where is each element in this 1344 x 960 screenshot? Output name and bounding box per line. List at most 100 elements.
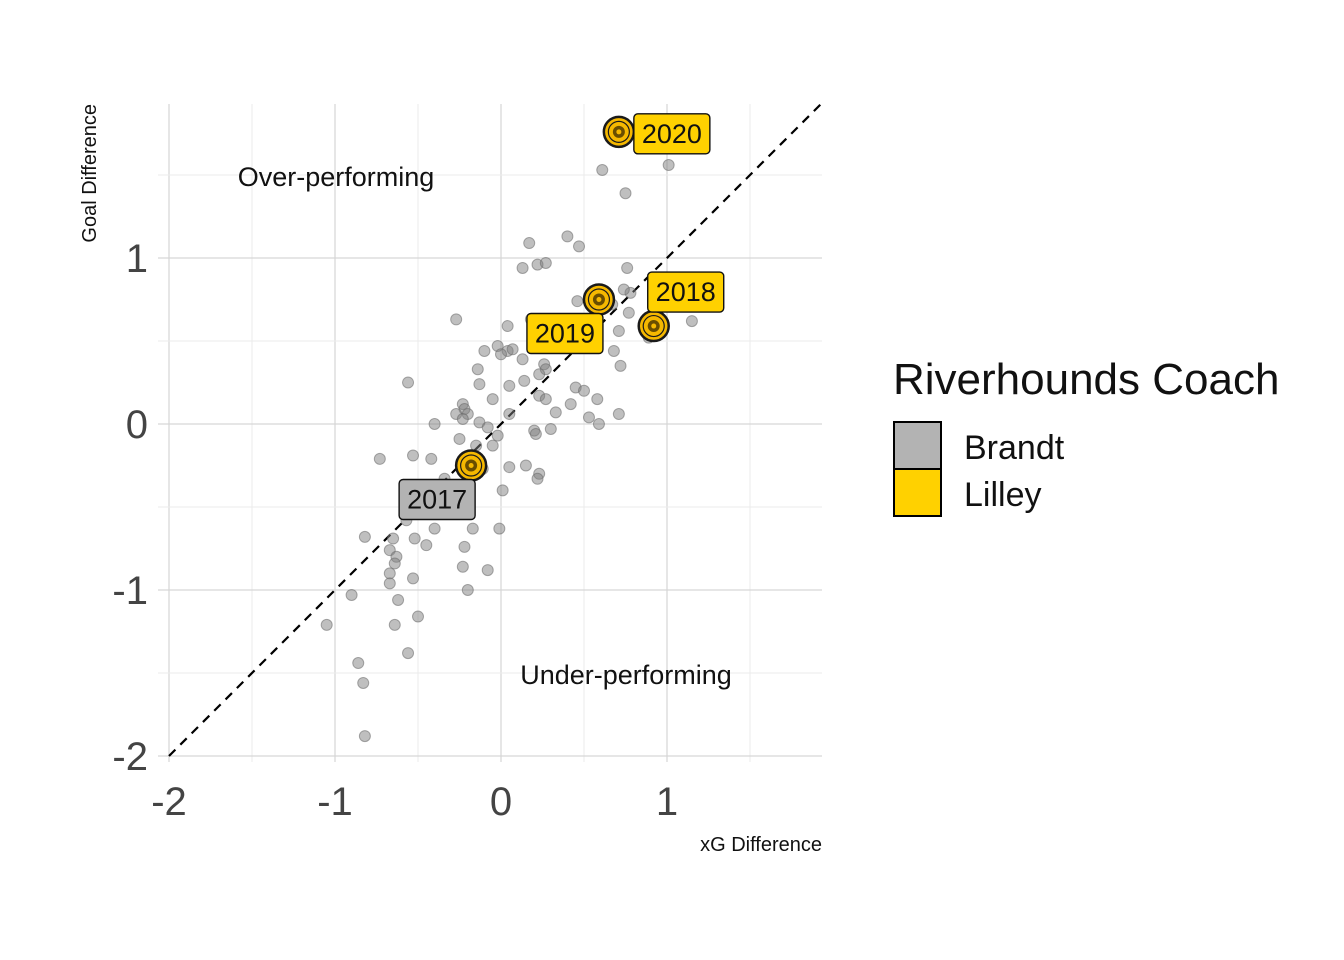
data-point [662, 159, 675, 172]
data-point [518, 374, 531, 387]
data-point [516, 353, 529, 366]
data-point [402, 376, 415, 389]
data-point [564, 398, 577, 411]
data-point [466, 522, 479, 535]
data-point [453, 432, 466, 445]
x-tick-label: 0 [490, 780, 512, 824]
data-point [387, 532, 400, 545]
data-point [412, 610, 424, 623]
data-point [561, 230, 574, 243]
data-point [592, 418, 605, 430]
data-point [352, 657, 365, 670]
season-2019-marker: 2019 [526, 283, 616, 355]
crest-dot [616, 129, 622, 135]
data-point [506, 343, 519, 356]
legend-label-brandt: Brandt [964, 429, 1065, 467]
crest-inner-ring [587, 288, 611, 311]
data-point [358, 530, 371, 543]
legend-swatch-lilley [893, 468, 942, 517]
riverhounds-crest-icon [637, 309, 670, 343]
data-point [456, 560, 469, 573]
x-tick-label: 1 [656, 780, 678, 824]
x-tick-label: -1 [317, 780, 353, 824]
season-2020-marker: 2020 [602, 113, 711, 155]
data-point [549, 406, 562, 419]
data-point [473, 378, 486, 391]
data-point [516, 261, 529, 274]
data-point [496, 484, 509, 497]
data-point [519, 459, 532, 472]
y-tick-label: 0 [126, 403, 148, 447]
data-point [481, 564, 494, 577]
data-point [461, 584, 474, 596]
data-point [345, 588, 358, 601]
legend-swatch-brandt [893, 421, 942, 470]
data-point [402, 647, 415, 660]
data-point [503, 461, 516, 474]
riverhounds-crest-icon [582, 283, 616, 316]
data-point [388, 618, 401, 631]
data-point [596, 164, 609, 177]
legend-entry-brandt: Brandt [893, 421, 1065, 470]
data-point [358, 730, 371, 743]
season-label-text: 2017 [407, 485, 467, 515]
legend: Riverhounds Coach Brandt Lilley [893, 355, 1279, 517]
data-point [420, 539, 433, 552]
season-label-text: 2020 [642, 119, 702, 149]
crest-inner-ring [460, 454, 483, 477]
data-point [501, 320, 514, 333]
season-label-box [647, 271, 725, 313]
over-performing-annotation: Over-performing [238, 162, 435, 192]
x-tick-label: -2 [151, 780, 187, 824]
data-points [320, 127, 698, 743]
data-point [503, 408, 516, 421]
data-point [612, 325, 625, 338]
data-point [486, 393, 499, 406]
highlighted-seasons: 2017 2018 2019 2020 [398, 113, 725, 521]
riverhounds-crest-icon [602, 115, 636, 149]
data-point [622, 306, 635, 319]
data-point [539, 256, 552, 269]
y-axis-title: Goal Difference [79, 104, 101, 243]
y-tick-label: 1 [126, 237, 148, 281]
data-point [478, 344, 491, 357]
season-2019-label: 2019 [526, 312, 604, 355]
data-point [471, 363, 484, 376]
data-point [529, 427, 542, 440]
data-point [320, 618, 333, 631]
data-point [523, 237, 536, 250]
season-label-box [526, 312, 604, 355]
data-point [617, 283, 630, 296]
data-point [383, 577, 396, 590]
data-point [481, 421, 494, 434]
axis-tick-labels: -2 -1 0 1 -2 -1 0 1 [112, 237, 678, 824]
data-point [458, 540, 471, 553]
season-2018-label: 2018 [647, 271, 725, 313]
data-point [531, 472, 544, 485]
data-point [428, 418, 441, 430]
data-point [612, 408, 625, 421]
season-label-box [633, 113, 711, 155]
data-point [450, 313, 463, 326]
data-point [425, 452, 438, 465]
data-point [407, 449, 420, 462]
y-tick-label: -2 [112, 735, 148, 779]
data-point [614, 359, 627, 372]
data-point [685, 315, 698, 328]
crest-dot [596, 297, 602, 302]
legend-entry-lilley: Lilley [893, 468, 1041, 517]
data-point [392, 593, 405, 606]
data-point [533, 368, 546, 381]
data-point [573, 240, 586, 253]
data-point [621, 261, 634, 274]
data-point [408, 532, 421, 545]
x-axis-title: xG Difference [700, 834, 822, 856]
crest-inner-ring [607, 120, 630, 143]
season-label-text: 2019 [535, 319, 595, 349]
crest-inner-ring [642, 314, 665, 338]
data-point [428, 522, 441, 535]
data-point [495, 348, 507, 361]
crest-dot [651, 323, 657, 329]
data-point [544, 422, 557, 435]
